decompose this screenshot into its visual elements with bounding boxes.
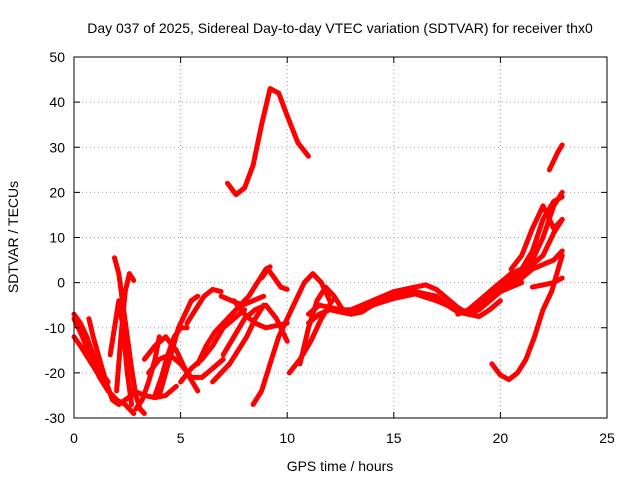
- series-arc-38: [546, 142, 565, 173]
- x-tick-label: 5: [177, 430, 185, 446]
- y-tick-label: 30: [49, 139, 65, 155]
- x-tick-label: 25: [599, 430, 615, 446]
- series-arc-14: [184, 286, 224, 326]
- series-arc-22: [259, 266, 290, 292]
- y-tick-label: 0: [57, 275, 65, 291]
- y-tick-label: 50: [49, 49, 65, 65]
- axis-ticks: 0 5 10 15 20 25 -30 -20 -10 0 10 20 30 40 50: [45, 49, 615, 446]
- x-axis-label: GPS time / hours: [287, 458, 394, 474]
- series-arc-07: [114, 271, 137, 394]
- y-tick-label: -10: [45, 320, 65, 336]
- x-tick-label: 20: [493, 430, 509, 446]
- series-arc-12: [146, 352, 226, 380]
- y-axis-label: SDTVAR / TECUs: [5, 181, 21, 293]
- y-tick-label: -20: [45, 365, 65, 381]
- series-arc-36: [529, 275, 565, 290]
- series-arc-20: [231, 298, 290, 331]
- y-tick-label: -30: [45, 410, 65, 426]
- x-tick-label: 15: [386, 430, 402, 446]
- series-arc-23: [250, 271, 333, 407]
- y-tick-label: 40: [49, 94, 65, 110]
- series-arc-35: [489, 253, 565, 383]
- series-arc-30: [370, 282, 503, 319]
- data-series: [71, 86, 565, 416]
- series-arc-17: [210, 302, 267, 385]
- series-arc-21: [225, 86, 311, 198]
- series-arc-37: [508, 203, 565, 272]
- y-tick-label: 10: [49, 230, 65, 246]
- series-arc-09: [133, 334, 162, 412]
- x-tick-label: 0: [70, 430, 78, 446]
- chart-title: Day 037 of 2025, Sidereal Day-to-day VTE…: [87, 20, 593, 36]
- x-tick-label: 10: [279, 430, 295, 446]
- series-arc-02: [71, 334, 109, 389]
- series-arc-25: [297, 284, 346, 367]
- series-arc-04: [86, 316, 135, 407]
- series-arc-19: [220, 302, 290, 358]
- series-arc-33: [487, 216, 565, 299]
- y-tick-label: 20: [49, 184, 65, 200]
- series-arc-18: [218, 293, 267, 308]
- series-arc-15: [178, 307, 248, 385]
- series-arc-34: [497, 248, 565, 295]
- series-arc-13: [156, 293, 201, 398]
